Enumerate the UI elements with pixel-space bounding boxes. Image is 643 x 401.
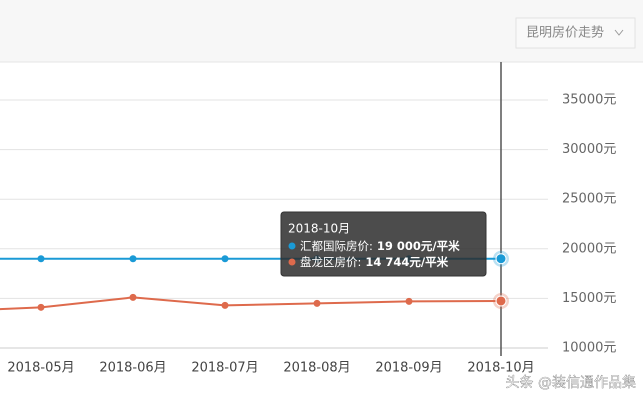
tooltip-swatch (288, 242, 296, 250)
y-tick-label: 25000元 (562, 192, 616, 207)
y-tick-label: 20000元 (562, 241, 616, 256)
x-tick-label: 2018-07月 (191, 361, 258, 376)
tooltip-swatch (288, 258, 296, 266)
x-tick-label: 2018-08月 (283, 361, 350, 376)
dropdown[interactable]: 昆明房价走势 (515, 17, 636, 49)
data-point (313, 299, 321, 307)
x-tick-label: 2018-05月 (7, 361, 74, 376)
data-point (405, 297, 413, 305)
tooltip-label: 盘龙区房价: (300, 255, 361, 269)
data-point (495, 295, 507, 307)
y-tick-label: 15000元 (562, 291, 616, 306)
series-line (0, 296, 502, 311)
plot-area: 10000元 15000元 20000元 25000元 30000元 35000元 2018… (0, 62, 616, 376)
x-tick-label: 2018-09月 (375, 361, 442, 376)
dropdown-box[interactable] (515, 17, 636, 49)
dropdown-chevron[interactable] (614, 29, 624, 36)
tooltip-row: 汇都国际房价: 19 000元/平米 (300, 239, 460, 253)
data-point (221, 301, 229, 309)
data-point (37, 255, 45, 263)
tooltip-box (280, 211, 487, 277)
data-point (221, 255, 229, 263)
data-point (495, 253, 507, 265)
data-point (129, 293, 137, 301)
dropdown-label[interactable]: 昆明房价走势 (526, 25, 604, 41)
tooltip-value: 19 000元/平米 (377, 239, 460, 253)
watermark: 头条 @装信通作品集 (506, 374, 636, 391)
tooltip-row: 盘龙区房价: 14 744元/平米 (300, 255, 449, 269)
tooltip-title: 2018-10月 (288, 222, 350, 236)
data-point (129, 255, 137, 263)
y-tick-label: 35000元 (562, 93, 616, 108)
y-tick-label: 30000元 (562, 142, 616, 157)
data-point (37, 303, 45, 311)
tooltip-label: 汇都国际房价: (300, 239, 373, 253)
x-tick-label: 2018-10月 (467, 361, 534, 376)
tooltip-value: 14 744元/平米 (365, 255, 448, 269)
x-tick-label: 2018-06月 (99, 361, 166, 376)
y-tick-label: 10000元 (562, 341, 616, 356)
